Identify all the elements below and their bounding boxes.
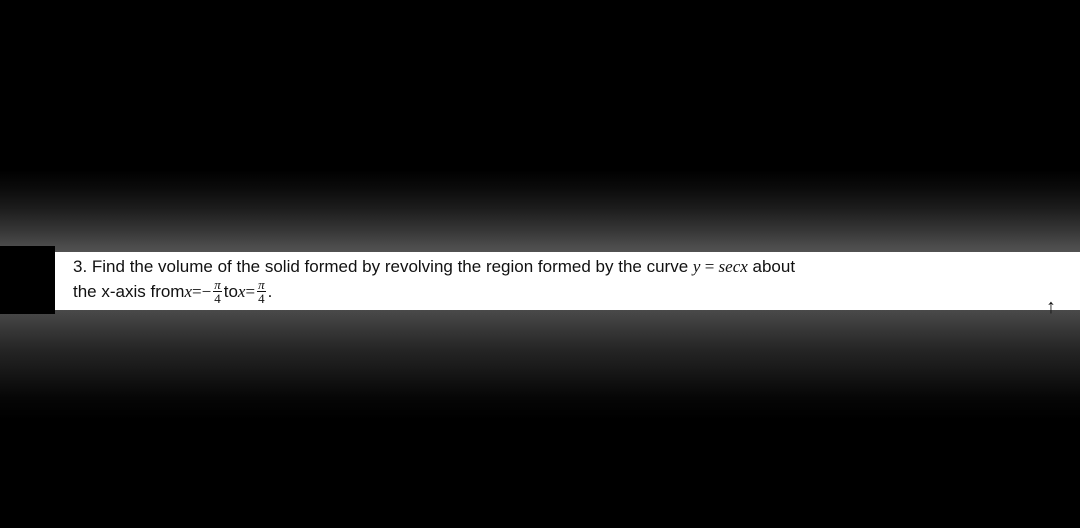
frac2-den: 4 bbox=[257, 291, 266, 305]
fraction-1: π 4 bbox=[213, 278, 222, 305]
left-margin-block bbox=[0, 246, 55, 314]
gradient-top bbox=[0, 170, 1080, 255]
math-x2: x bbox=[238, 281, 246, 304]
math-secx: secx bbox=[719, 257, 748, 276]
frac2-num: π bbox=[257, 278, 266, 291]
problem-text-post: about bbox=[748, 257, 795, 276]
math-eq1: = bbox=[192, 281, 202, 304]
frac1-num: π bbox=[213, 278, 222, 291]
math-eq2: = bbox=[245, 281, 255, 304]
arrow-up-icon: ↑ bbox=[1046, 296, 1056, 318]
problem-line-1: 3. Find the volume of the solid formed b… bbox=[73, 256, 1020, 279]
to-text: to bbox=[224, 281, 238, 304]
fraction-2: π 4 bbox=[257, 278, 266, 305]
problem-content: 3. Find the volume of the solid formed b… bbox=[55, 252, 1080, 310]
math-eq: = bbox=[700, 257, 718, 276]
stage: 3. Find the volume of the solid formed b… bbox=[0, 0, 1080, 528]
math-x1: x bbox=[184, 281, 192, 304]
math-minus: − bbox=[202, 281, 212, 304]
gradient-bottom bbox=[0, 310, 1080, 420]
scroll-up-button[interactable]: ↑ bbox=[1046, 296, 1056, 319]
line2-pre: the x-axis from bbox=[73, 281, 184, 304]
problem-text-pre: 3. Find the volume of the solid formed b… bbox=[73, 257, 693, 276]
period: . bbox=[268, 281, 273, 304]
problem-line-2: the x-axis from x = − π 4 to x = π 4 . bbox=[73, 279, 1020, 306]
frac1-den: 4 bbox=[213, 291, 222, 305]
